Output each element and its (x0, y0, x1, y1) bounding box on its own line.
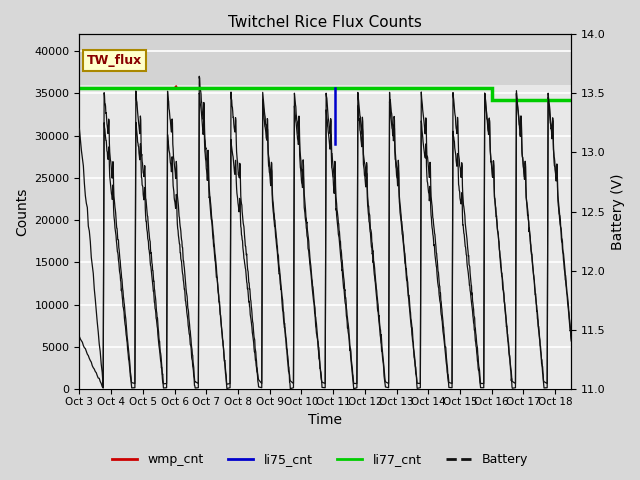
Title: Twitchel Rice Flux Counts: Twitchel Rice Flux Counts (228, 15, 422, 30)
Text: TW_flux: TW_flux (87, 54, 142, 67)
Y-axis label: Counts: Counts (15, 188, 29, 236)
Y-axis label: Battery (V): Battery (V) (611, 173, 625, 250)
Bar (79, 34, 571, 85)
X-axis label: Time: Time (308, 413, 342, 427)
Legend: wmp_cnt, li75_cnt, li77_cnt, Battery: wmp_cnt, li75_cnt, li77_cnt, Battery (107, 448, 533, 471)
